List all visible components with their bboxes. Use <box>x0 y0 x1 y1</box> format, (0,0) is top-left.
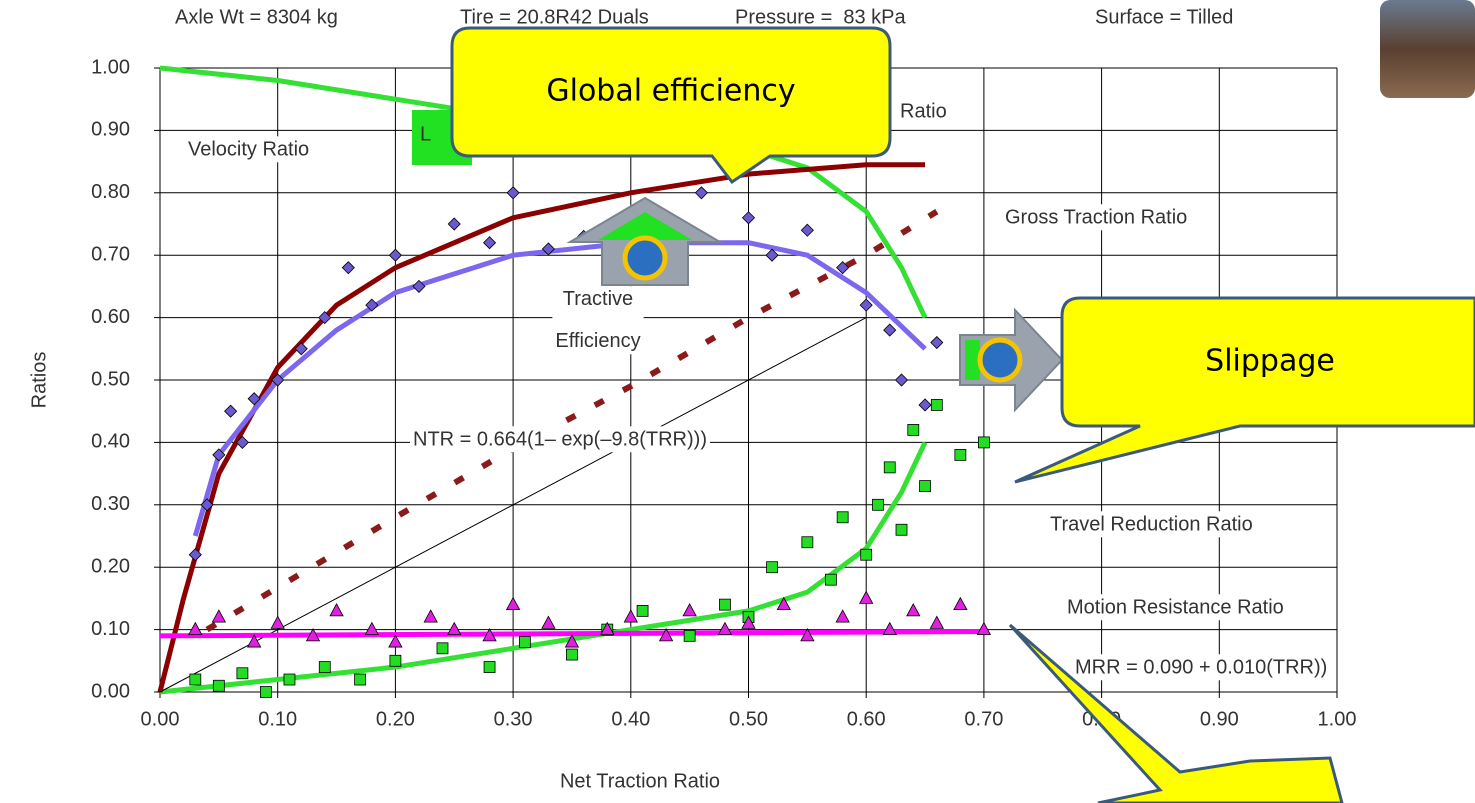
point <box>825 574 836 585</box>
y-tick-label: 0.10 <box>91 618 130 640</box>
globe-icon <box>980 340 1020 380</box>
y-tick-label: 0.50 <box>91 368 130 390</box>
point <box>566 649 577 660</box>
point <box>437 643 448 654</box>
y-tick-label: 0.60 <box>91 306 130 328</box>
x-tick-label: 0.00 <box>141 708 180 730</box>
point <box>484 662 495 673</box>
point <box>978 437 989 448</box>
point <box>931 399 942 410</box>
point <box>920 481 931 492</box>
point <box>284 674 295 685</box>
callout-text: Global efficiency <box>546 74 795 109</box>
point <box>872 499 883 510</box>
y-tick-label: 0.30 <box>91 493 130 515</box>
series-label: Motion Resistance Ratio <box>1067 596 1284 618</box>
point <box>884 462 895 473</box>
point <box>802 537 813 548</box>
point <box>837 512 848 523</box>
point <box>896 524 907 535</box>
series-label: Velocity Ratio <box>188 138 309 160</box>
y-tick-label: 0.70 <box>91 243 130 265</box>
header-text: Tire = 20.8R42 Duals <box>460 6 649 28</box>
y-tick-label: 0.20 <box>91 555 130 577</box>
point <box>767 562 778 573</box>
header-text: Surface = Tilled <box>1095 6 1233 28</box>
point <box>390 655 401 666</box>
photo <box>1380 0 1475 98</box>
annotation: Ratio <box>900 100 947 122</box>
point <box>319 662 330 673</box>
y-tick-label: 0.00 <box>91 680 130 702</box>
y-tick-label: 0.40 <box>91 431 130 453</box>
point <box>637 605 648 616</box>
point <box>908 424 919 435</box>
point <box>237 668 248 679</box>
point <box>519 637 530 648</box>
header-text: Pressure = 83 kPa <box>735 6 907 28</box>
x-tick-label: 0.60 <box>847 708 886 730</box>
chart: 0.00 0.10 0.20 0.30 0.40 0.50 0.60 0.70 0.80 0.90… <box>0 0 1475 803</box>
point <box>684 630 695 641</box>
x-tick-label: 0.30 <box>494 708 533 730</box>
y-tick-label: 0.80 <box>91 181 130 203</box>
x-axis-label: Net Traction Ratio <box>560 770 720 792</box>
callout-text: Slippage <box>1205 344 1335 379</box>
y-tick-label: 0.90 <box>91 119 130 141</box>
x-tick-label: 0.90 <box>1200 708 1239 730</box>
series-label: Gross Traction Ratio <box>1005 206 1187 228</box>
point <box>355 674 366 685</box>
point <box>955 449 966 460</box>
y-tick-label: 1.00 <box>91 56 130 78</box>
x-tick-label: 1.00 <box>1318 708 1357 730</box>
globe-icon <box>625 238 665 278</box>
series-label: NTR = 0.664(1– exp(–9.8(TRR))) <box>413 428 707 450</box>
point <box>213 680 224 691</box>
point <box>260 687 271 698</box>
annotation: L <box>420 123 431 145</box>
x-tick-label: 0.10 <box>258 708 297 730</box>
point <box>190 674 201 685</box>
point <box>861 549 872 560</box>
point <box>719 599 730 610</box>
header-text: Axle Wt = 8304 kg <box>175 6 338 28</box>
series-label: Travel Reduction Ratio <box>1050 513 1253 535</box>
x-tick-label: 0.50 <box>729 708 768 730</box>
x-tick-label: 0.40 <box>611 708 650 730</box>
y-axis-label: Ratios <box>28 352 50 409</box>
series-label: MRR = 0.090 + 0.010(TRR)) <box>1075 656 1327 678</box>
x-tick-label: 0.70 <box>964 708 1003 730</box>
x-tick-label: 0.20 <box>376 708 415 730</box>
